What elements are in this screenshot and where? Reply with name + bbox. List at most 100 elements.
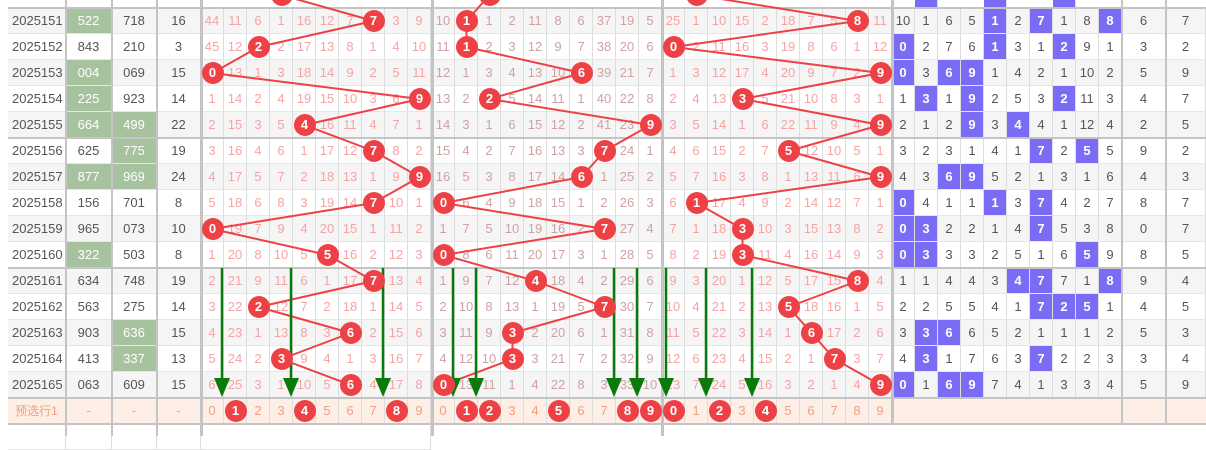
preselect-ball[interactable]: 4 bbox=[754, 400, 777, 422]
preselect-digit-cell[interactable]: 6 bbox=[800, 398, 823, 424]
preselect-digit-cell[interactable]: 6 bbox=[339, 398, 362, 424]
miss-count-cell: 1 bbox=[593, 320, 616, 346]
period-cell: 2025165 bbox=[8, 372, 66, 398]
miss-count-cell: 10 bbox=[800, 86, 823, 112]
right-value-cell: 3 bbox=[915, 164, 938, 190]
miss-count-cell: 7 bbox=[455, 216, 478, 242]
preselect-ball[interactable]: 8 bbox=[616, 400, 639, 422]
number-a-cell: 522 bbox=[66, 8, 112, 34]
miss-count-cell: 1 bbox=[731, 268, 754, 294]
preselect-digit-cell[interactable]: 7 bbox=[593, 398, 616, 424]
preselect-ball[interactable]: 2 bbox=[708, 400, 731, 422]
right-value-cell: 1 bbox=[1030, 242, 1053, 268]
miss-count-cell: 4 bbox=[731, 190, 754, 216]
miss-count-cell: 3 bbox=[524, 346, 547, 372]
miss-count-cell: 1 bbox=[593, 242, 616, 268]
right-value-cell: 4 bbox=[1099, 112, 1122, 138]
preselect-digit-cell[interactable]: 9 bbox=[408, 398, 431, 424]
right-hit-cell: 5 bbox=[1076, 294, 1099, 320]
miss-count-cell: 16 bbox=[293, 8, 316, 34]
right-hit-cell: 3 bbox=[915, 242, 938, 268]
miss-count-cell: 20 bbox=[616, 34, 639, 60]
preselect-digit-cell[interactable]: 8 bbox=[846, 398, 869, 424]
number-a-cell: 634 bbox=[66, 268, 112, 294]
group-divider bbox=[8, 267, 1206, 269]
miss-count-cell: 10 bbox=[455, 294, 478, 320]
preselect-ball[interactable]: 1 bbox=[455, 400, 478, 422]
miss-count-cell: 2 bbox=[316, 294, 339, 320]
right-value-cell: 5 bbox=[1166, 242, 1206, 268]
miss-count-cell: 5 bbox=[455, 164, 478, 190]
miss-count-cell: 6 bbox=[570, 320, 593, 346]
period-cell: 2025152 bbox=[8, 34, 66, 60]
hit-ball: 6 bbox=[570, 62, 593, 84]
miss-count-cell: 22 bbox=[616, 86, 639, 112]
right-value-cell: 4 bbox=[1122, 86, 1166, 112]
hit-ball: 2 bbox=[247, 36, 270, 58]
miss-count-cell: 15 bbox=[800, 216, 823, 242]
empty-cell bbox=[201, 424, 431, 450]
miss-count-cell: 15 bbox=[385, 320, 408, 346]
miss-count-cell: 14 bbox=[754, 320, 777, 346]
preselect-ball[interactable]: 0 bbox=[662, 400, 685, 422]
period-cell: 2025161 bbox=[8, 268, 66, 294]
preselect-digit-cell[interactable]: 0 bbox=[201, 398, 224, 424]
right-value-cell: 1 bbox=[1076, 320, 1099, 346]
right-value-cell: 2 bbox=[1007, 164, 1030, 190]
right-value-cell: 4 bbox=[1166, 346, 1206, 372]
hit-ball: 0 bbox=[432, 192, 455, 214]
preselect-digit-cell[interactable]: 6 bbox=[570, 398, 593, 424]
miss-count-cell: 2 bbox=[731, 138, 754, 164]
miss-count-cell: 2 bbox=[293, 164, 316, 190]
preselect-digit-cell[interactable]: 3 bbox=[501, 398, 524, 424]
preselect-digit-cell[interactable]: 0 bbox=[432, 398, 455, 424]
preselect-ball[interactable]: 5 bbox=[547, 400, 570, 422]
miss-count-cell: 9 bbox=[823, 112, 846, 138]
miss-count-cell: 8 bbox=[570, 372, 593, 398]
right-value-cell: 9 bbox=[1166, 372, 1206, 398]
hit-ball: 1 bbox=[685, 192, 708, 214]
preselect-ball[interactable]: 2 bbox=[478, 400, 501, 422]
column-divider bbox=[111, 0, 113, 436]
right-hit-cell: 4 bbox=[1007, 112, 1030, 138]
right-hit-cell: 6 bbox=[938, 60, 961, 86]
right-hit-cell: 7 bbox=[1030, 138, 1053, 164]
preselect-digit-cell[interactable]: 2 bbox=[247, 398, 270, 424]
preselect-ball[interactable]: 4 bbox=[293, 400, 316, 422]
miss-count-cell: 6 bbox=[478, 242, 501, 268]
right-hit-cell: 9 bbox=[961, 372, 984, 398]
miss-count-cell: 16 bbox=[385, 346, 408, 372]
right-hit-cell: 0 bbox=[892, 34, 915, 60]
miss-count-cell: 7 bbox=[685, 372, 708, 398]
miss-count-cell: 12 bbox=[224, 34, 247, 60]
preselect-digit-cell[interactable]: 7 bbox=[362, 398, 385, 424]
miss-count-cell: 13 bbox=[547, 138, 570, 164]
miss-count-cell: 4 bbox=[869, 268, 892, 294]
preselect-digit-cell[interactable]: 5 bbox=[316, 398, 339, 424]
hit-ball: 6 bbox=[570, 166, 593, 188]
preselect-digit-cell[interactable]: 1 bbox=[685, 398, 708, 424]
miss-count-cell: 17 bbox=[823, 320, 846, 346]
preselect-digit-cell[interactable]: 3 bbox=[731, 398, 754, 424]
miss-count-cell: 9 bbox=[800, 60, 823, 86]
preselect-digit-cell[interactable]: 7 bbox=[823, 398, 846, 424]
right-value-cell: 1 bbox=[1007, 138, 1030, 164]
right-hit-cell: 7 bbox=[1030, 346, 1053, 372]
sum-cell: 22 bbox=[157, 112, 201, 138]
miss-count-cell: 4 bbox=[685, 86, 708, 112]
right-value-cell: 1 bbox=[984, 216, 1007, 242]
preselect-ball[interactable]: 1 bbox=[224, 400, 247, 422]
miss-count-cell: 1 bbox=[662, 60, 685, 86]
preselect-digit-cell[interactable]: 3 bbox=[270, 398, 293, 424]
preselect-ball[interactable]: 9 bbox=[639, 400, 662, 422]
preselect-ball[interactable]: 8 bbox=[385, 400, 408, 422]
preselect-digit-cell[interactable]: 5 bbox=[777, 398, 800, 424]
miss-count-cell: 1 bbox=[846, 294, 869, 320]
right-value-cell: 3 bbox=[984, 268, 1007, 294]
preselect-digit-cell[interactable]: 4 bbox=[524, 398, 547, 424]
sum-cell: 24 bbox=[157, 164, 201, 190]
right-value-cell: 5 bbox=[1099, 138, 1122, 164]
preselect-digit-cell[interactable]: 9 bbox=[869, 398, 892, 424]
miss-count-cell: 13 bbox=[455, 372, 478, 398]
right-value-cell: 1 bbox=[1030, 372, 1053, 398]
